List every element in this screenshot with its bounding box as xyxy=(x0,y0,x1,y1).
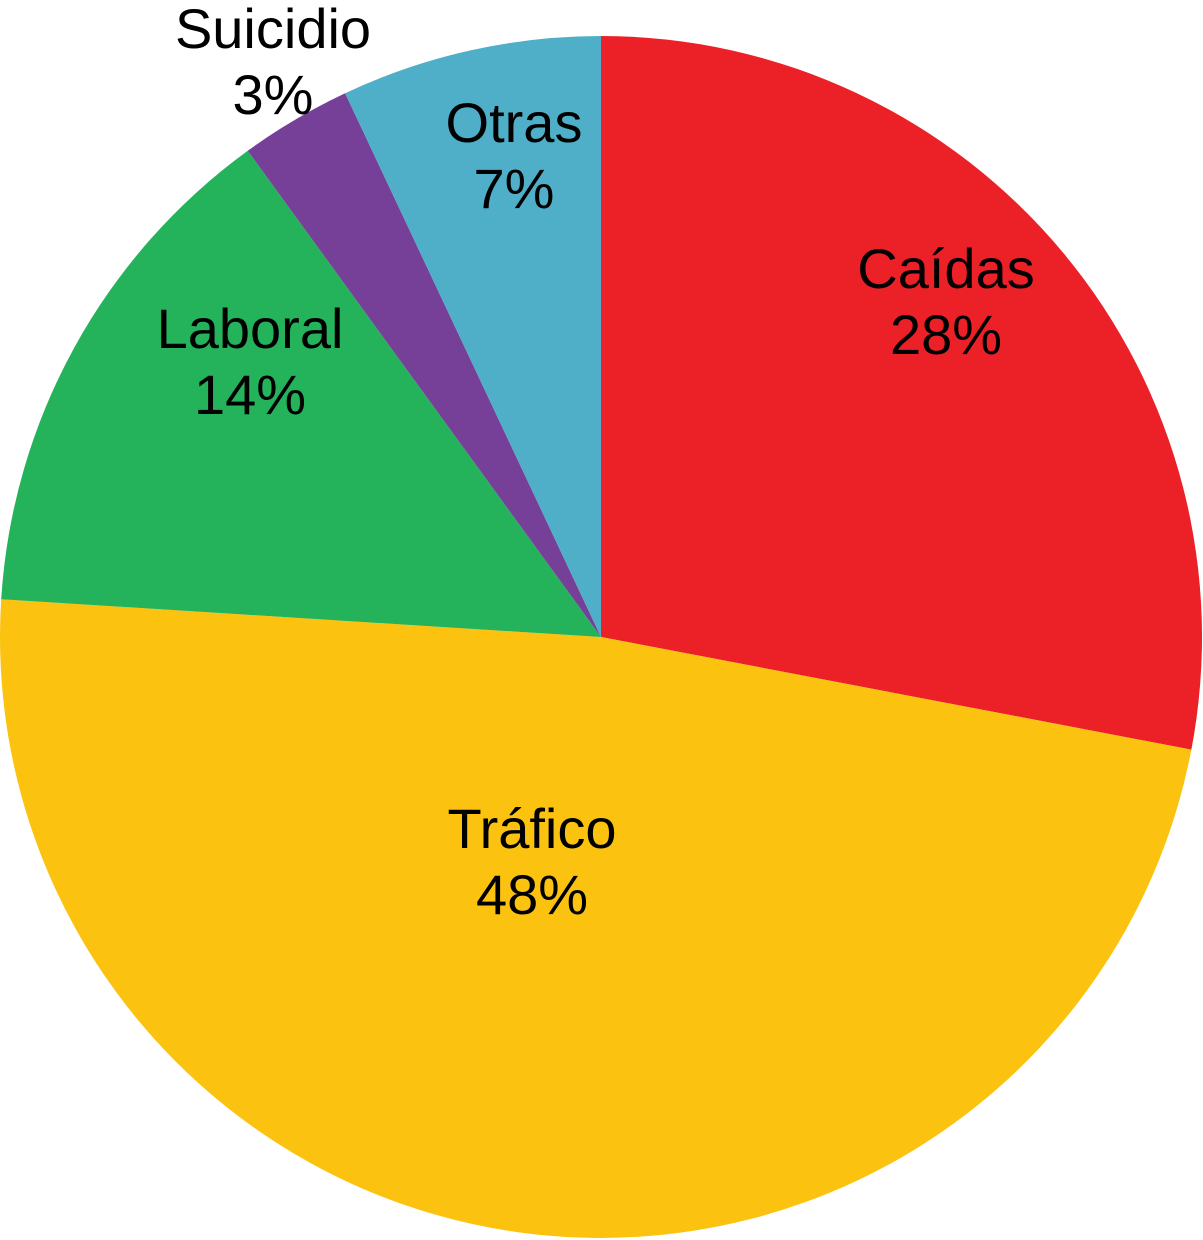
label-trafico-value: 48% xyxy=(476,863,588,926)
label-trafico-name: Tráfico xyxy=(447,797,616,860)
pie-slices xyxy=(0,36,1202,1238)
pie-labels: Caídas 28% Tráfico 48% Laboral 14% Suici… xyxy=(157,0,1035,926)
label-otras-name: Otras xyxy=(446,91,583,154)
label-laboral-name: Laboral xyxy=(157,297,344,360)
label-suicidio-value: 3% xyxy=(233,63,314,126)
pie-slice-laboral xyxy=(1,150,601,637)
pie-slice-trafico xyxy=(0,599,1192,1238)
pie-slice-suicidio xyxy=(247,93,602,637)
label-suicidio-name: Suicidio xyxy=(175,0,371,60)
pie-slice-otras xyxy=(345,36,601,637)
label-laboral-value: 14% xyxy=(194,363,306,426)
label-caidas-name: Caídas xyxy=(857,237,1034,300)
label-caidas-value: 28% xyxy=(890,303,1002,366)
pie-slice-caidas xyxy=(601,36,1202,750)
label-otras-value: 7% xyxy=(474,157,555,220)
